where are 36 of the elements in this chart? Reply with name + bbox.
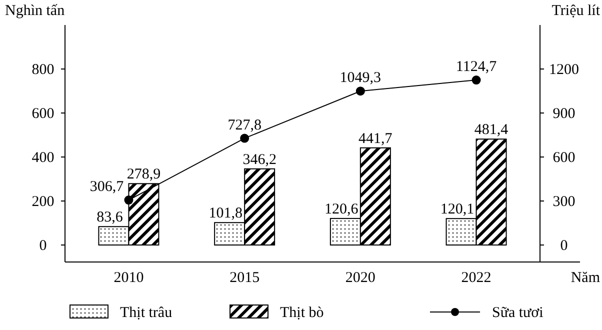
point <box>356 86 365 96</box>
y-tick-label: 600 <box>32 106 54 122</box>
data-label: 727,8 <box>228 117 262 134</box>
data-label: 120,6 <box>324 201 359 218</box>
y-tick-label: 400 <box>32 150 54 166</box>
data-label: 346,2 <box>242 152 276 168</box>
y2-tick-label: 900 <box>552 106 576 122</box>
data-label: 83,6 <box>96 210 124 226</box>
data-label: 120,1 <box>440 202 474 218</box>
y2-tick-label: 600 <box>552 150 576 166</box>
y-axis-title: Nghìn tấn <box>5 3 66 19</box>
data-label: 1124,7 <box>456 59 498 76</box>
data-label: 441,7 <box>358 130 393 147</box>
legend-label: Thịt bò <box>280 305 324 321</box>
y2-tick-label: 300 <box>552 194 576 210</box>
y-tick-label: 200 <box>32 194 54 210</box>
y-tick-label: 800 <box>32 62 54 78</box>
data-label: 306,7 <box>90 179 124 196</box>
x-tick-label: 2015 <box>230 270 260 286</box>
data-label: 101,8 <box>208 206 242 222</box>
y2-axis-title: Triệu lít <box>552 3 601 19</box>
point <box>124 196 134 205</box>
data-label: 1049,3 <box>340 70 382 86</box>
x-axis-title: Năm <box>570 270 600 286</box>
point <box>472 76 481 85</box>
legend-label: Sữa tươi <box>492 305 544 321</box>
data-label: 481,4 <box>474 122 509 138</box>
x-tick-label: 2022 <box>461 270 492 286</box>
y2-tick-label: 0 <box>560 238 568 254</box>
y-tick-label: 0 <box>39 238 47 254</box>
x-tick-label: 2020 <box>345 270 376 286</box>
x-tick-label: 2010 <box>114 270 144 286</box>
point <box>240 134 250 143</box>
y2-tick-label: 1200 <box>549 62 579 78</box>
legend-label: Thịt trâu <box>120 305 173 321</box>
data-label: 278,9 <box>126 166 161 183</box>
